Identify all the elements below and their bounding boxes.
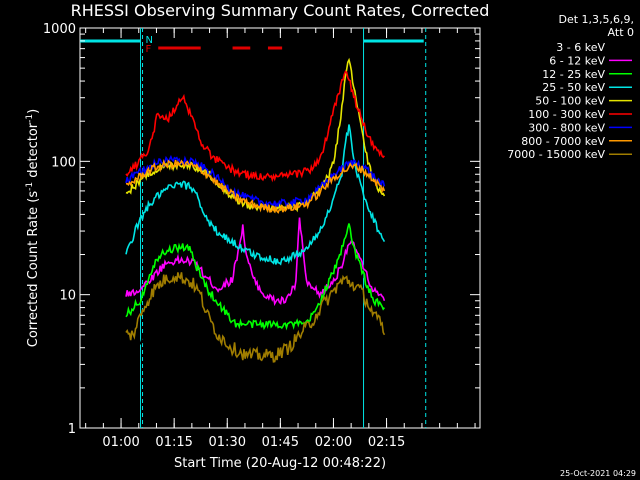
flare-flags: F [146,44,283,55]
legend-item-label: 50 - 100 keV [535,95,605,108]
y-axis-ticks: 1 10 100 1000 [43,22,480,437]
legend-item-label: 25 - 50 keV [542,81,605,94]
series-line-7000-15000-kev [125,272,386,363]
flare-flag-label: F [146,44,152,55]
y-axis-label: Corrected Count Rate (s-1 detector-1) [25,109,41,347]
x-tick-label: 02:15 [368,435,405,450]
series-line-12-25-kev [125,223,386,331]
legend-item-label: 6 - 12 keV [549,54,605,67]
y-tick-label: 100 [51,155,76,170]
x-axis-ticks: 01:00 01:15 01:30 01:45 02:00 02:15 [85,28,476,450]
legend-item-label: 3 - 6 keV [556,41,605,54]
series-layer [125,57,386,425]
legend-header-line-2: Att 0 [608,26,634,39]
y-tick-label: 1 [68,422,76,437]
legend-item-label: 300 - 800 keV [528,121,605,134]
y-tick-label: 10 [59,289,76,304]
series-line-100-300-kev [125,70,385,183]
x-tick-label: 01:30 [209,435,246,450]
series-line-6-12-kev [125,217,386,307]
y-tick-label: 1000 [43,22,76,37]
x-tick-label: 01:00 [102,435,139,450]
x-axis-label: Start Time (20-Aug-12 00:48:22) [174,456,386,471]
night-flag-label: N [146,35,153,46]
x-tick-label: 01:15 [155,435,192,450]
night-flags: N [80,28,427,428]
legend-item-label: 7000 - 15000 keV [507,148,605,161]
chart-title: RHESSI Observing Summary Count Rates, Co… [71,1,490,20]
legend-item-label: 800 - 7000 keV [521,135,605,148]
series-line-25-50-kev [125,124,386,266]
legend-item-label: 100 - 300 keV [528,108,605,121]
legend-item-label: 12 - 25 keV [542,68,605,81]
series-line-800-7000-kev [125,158,386,214]
legend-header-line-1: Det 1,3,5,6,9, [558,13,634,26]
footer-timestamp: 25-Oct-2021 04:29 [560,469,636,478]
x-tick-label: 02:00 [315,435,352,450]
x-tick-label: 01:45 [262,435,299,450]
